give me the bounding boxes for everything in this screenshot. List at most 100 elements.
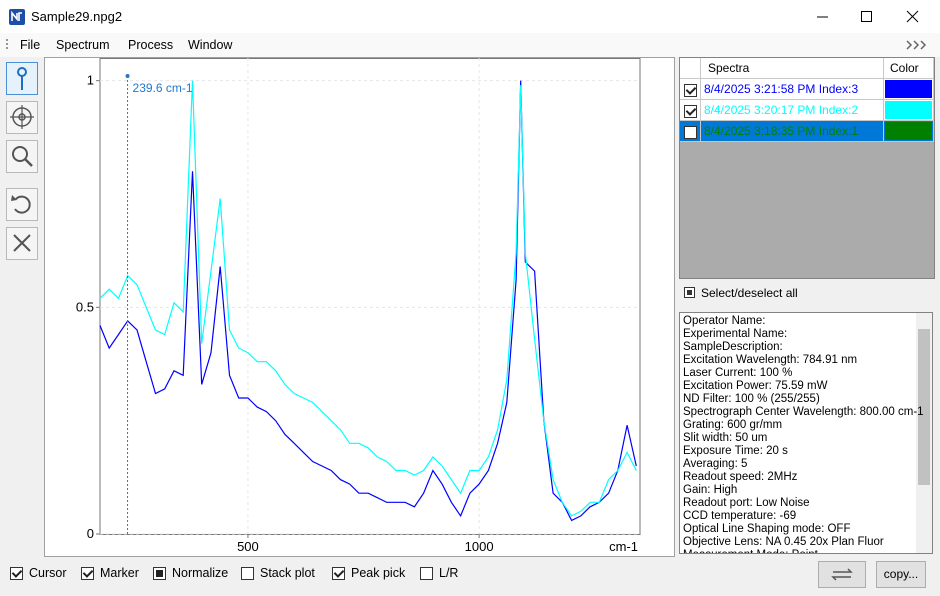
check-cell [680, 100, 701, 121]
grip [6, 39, 8, 49]
spectrum-line [99, 80, 637, 517]
icon [831, 568, 853, 581]
info-line: Optical Line Shaping mode: OFF [683, 523, 851, 535]
select-all-label: Select/deselect all [701, 286, 798, 300]
color-swatch [885, 101, 932, 119]
table-header: Spectra Color [680, 58, 934, 79]
info-line: Grating: 600 gr/mm [683, 419, 783, 431]
spectra-table: Spectra Color 8/4/2025 3:21:58 PM Index:… [679, 57, 935, 279]
info-line: Experimental Name: [683, 328, 788, 340]
option-checkbox[interactable] [153, 567, 166, 580]
info-line: Gain: High [683, 484, 738, 496]
menu-item[interactable]: File [20, 38, 41, 52]
option-checkbox[interactable] [10, 567, 23, 580]
spectrum-row[interactable]: 8/4/2025 3:20:17 PM Index:2 [680, 100, 934, 121]
cursor-label: 239.6 cm-1 [133, 81, 193, 95]
plot-area [99, 58, 641, 535]
option-checkbox[interactable] [241, 567, 254, 580]
check-cell [680, 121, 701, 142]
spectrum-row[interactable]: 8/4/2025 3:21:58 PM Index:3 [680, 79, 934, 100]
option-label[interactable]: Normalize [172, 566, 229, 580]
fill-mark [156, 570, 163, 577]
close-button[interactable] [906, 10, 919, 23]
color-cell [884, 121, 934, 142]
header-cell: Spectra [701, 58, 884, 79]
header-cell [680, 58, 701, 79]
info-line: Excitation Power: 75.59 mW [683, 380, 828, 392]
copy-button[interactable]: copy... [876, 561, 926, 588]
window-controls [817, 10, 919, 23]
menu-item[interactable]: Window [188, 38, 233, 52]
check-mark [333, 567, 345, 578]
menu-bar: File Spectrum Process Window [0, 33, 940, 57]
info-line: Spectrograph Center Wavelength: 800.00 c… [683, 406, 924, 418]
info-line: Excitation Wavelength: 784.91 nm [683, 354, 858, 366]
x-axis-label: cm-1 [609, 539, 638, 554]
spectrum-checkbox[interactable] [684, 105, 697, 118]
info-line: SampleDescription: [683, 341, 783, 353]
color-swatch [885, 122, 932, 140]
x-tick-label: 500 [237, 539, 259, 554]
color-cell [884, 79, 934, 100]
info-line: Operator Name: [683, 315, 766, 327]
option-checkbox[interactable] [81, 567, 94, 580]
header-cell: Color [884, 58, 934, 79]
check-cell [680, 79, 701, 100]
y-tick-label: 0 [87, 526, 94, 541]
spectrum-name: 8/4/2025 3:18:35 PM Index:1 [701, 121, 884, 142]
option-label[interactable]: Cursor [29, 566, 67, 580]
spectrum-name: 8/4/2025 3:21:58 PM Index:3 [701, 79, 884, 100]
spectrum-checkbox[interactable] [684, 84, 697, 97]
title-bar: Sample29.npg2 [0, 0, 940, 33]
cursor-handle [125, 74, 130, 78]
info-line: ND Filter: 100 % (255/255) [683, 393, 820, 405]
chart-panel: 0 0.5 1 500 1000 cm-1 239.6 cm-1 [44, 57, 675, 557]
info-line: Measurement Mode: Point [683, 549, 818, 553]
scrollbar[interactable] [916, 313, 932, 553]
icon [13, 234, 31, 252]
swap-button[interactable] [818, 561, 866, 588]
y-tick-label: 0.5 [76, 299, 94, 314]
info-box: Operator Name: Experimental Name: SampleDe… [679, 312, 933, 554]
color-cell [884, 100, 934, 121]
icon [17, 67, 27, 90]
scroll-thumb[interactable] [918, 329, 930, 485]
check-mark [685, 105, 697, 116]
spectrum-row[interactable]: 8/4/2025 3:18:35 PM Index:1 [680, 121, 934, 142]
check-mark [82, 567, 94, 578]
option-label[interactable]: Stack plot [260, 566, 315, 580]
x-tick-label: 1000 [465, 539, 494, 554]
chart: 0 0.5 1 500 1000 cm-1 239.6 cm-1 [76, 58, 641, 554]
spectrum-checkbox[interactable] [684, 126, 697, 139]
window-title: Sample29.npg2 [31, 9, 123, 24]
info-line: Exposure Time: 20 s [683, 445, 788, 457]
maximize-button[interactable] [861, 11, 872, 22]
peak-tool[interactable] [6, 101, 38, 134]
option-label[interactable]: Marker [100, 566, 139, 580]
y-tick-label: 1 [87, 73, 94, 88]
option-checkbox[interactable] [420, 567, 433, 580]
info-line: CCD temperature: -69 [683, 510, 797, 522]
icon [10, 105, 34, 129]
cursor-tool[interactable] [6, 62, 38, 95]
info-line: Laser Current: 100 % [683, 367, 793, 379]
menu-item[interactable]: Spectrum [56, 38, 110, 52]
option-label[interactable]: L/R [439, 566, 459, 580]
reset-tool[interactable] [6, 188, 38, 221]
select-all-checkbox[interactable] [684, 287, 695, 298]
color-swatch [885, 80, 932, 98]
info-line: Averaging: 5 [683, 458, 748, 470]
zoom-tool[interactable] [6, 140, 38, 173]
info-line: Readout speed: 2MHz [683, 471, 798, 483]
check-mark [685, 84, 697, 95]
info-line: Slit width: 50 um [683, 432, 768, 444]
icon [12, 146, 33, 167]
option-label[interactable]: Peak pick [351, 566, 406, 580]
overflow-chevrons[interactable] [906, 40, 932, 50]
option-checkbox[interactable] [332, 567, 345, 580]
menu-item[interactable]: Process [128, 38, 174, 52]
clear-tool[interactable] [6, 227, 38, 260]
app-icon [9, 9, 25, 25]
info-line: Objective Lens: NA 0.45 20x Plan Fluor [683, 536, 884, 548]
